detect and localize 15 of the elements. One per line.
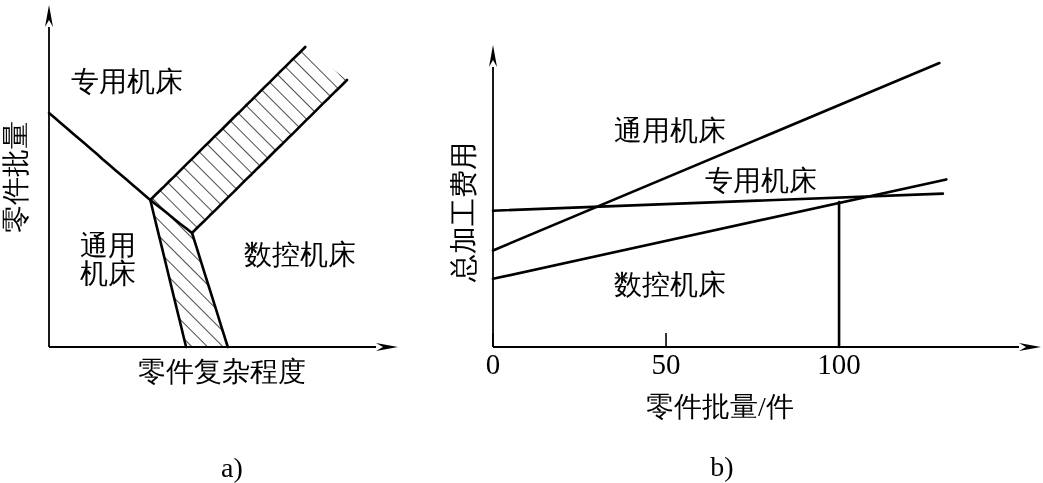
x-axis-title: 零件复杂程度 xyxy=(138,355,306,387)
text: a) xyxy=(221,451,243,483)
annotation: 专用机床 xyxy=(71,65,183,97)
x-tick-label: 0 xyxy=(485,348,501,381)
y-axis-title: 总加工费用 xyxy=(447,142,479,283)
x-tick-label: 50 xyxy=(651,348,681,381)
annotation: 通用机床 xyxy=(80,229,136,289)
annotation: 数控机床 xyxy=(244,238,356,270)
series-label: 通用机床 xyxy=(614,114,726,146)
series-label: 数控机床 xyxy=(614,268,726,300)
x-axis-title: 零件批量/件 xyxy=(646,390,794,422)
text: b) xyxy=(710,450,734,482)
x-tick-label: 100 xyxy=(817,348,861,381)
series-label: 专用机床 xyxy=(705,164,817,196)
y-axis-title: 零件批量 xyxy=(0,121,31,233)
